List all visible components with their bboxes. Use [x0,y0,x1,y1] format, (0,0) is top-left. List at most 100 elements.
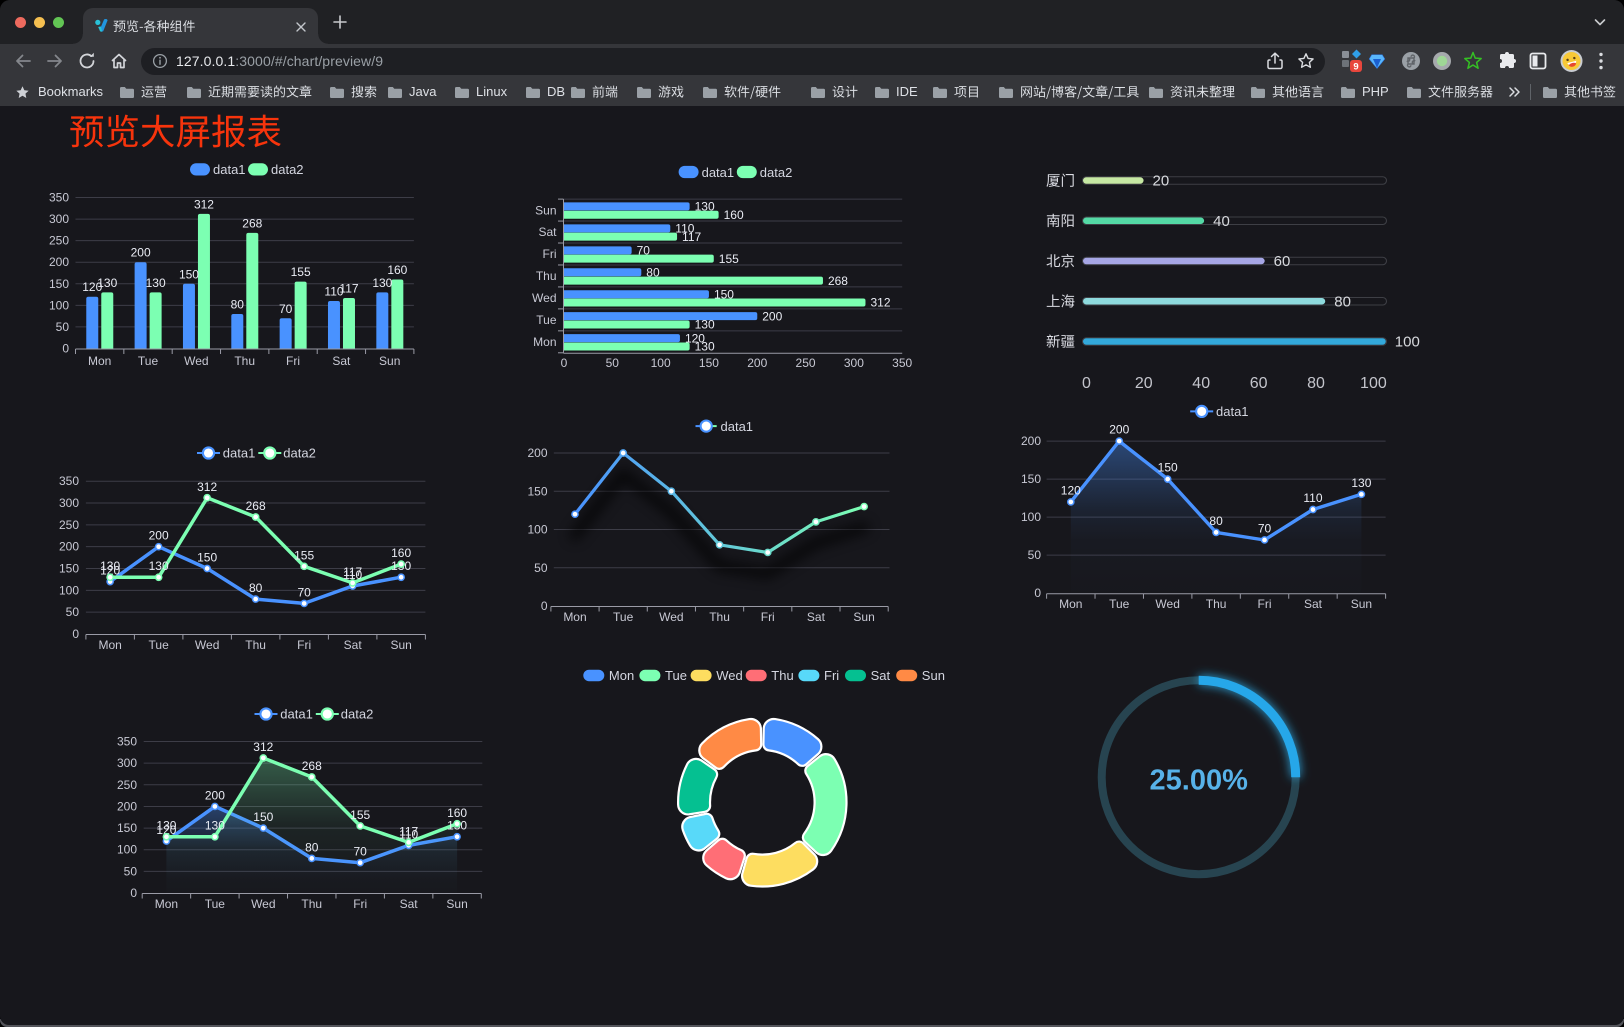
svg-text:200: 200 [117,799,137,813]
svg-text:Sun: Sun [853,610,874,624]
svg-text:350: 350 [59,474,79,488]
svg-text:100: 100 [1021,510,1041,524]
svg-text:50: 50 [56,320,70,334]
svg-text:117: 117 [682,230,701,244]
svg-text:200: 200 [59,540,79,554]
svg-text:70: 70 [279,302,293,316]
svg-text:120: 120 [82,280,102,294]
svg-text:200: 200 [149,529,169,543]
svg-text:data1: data1 [280,707,313,722]
svg-text:150: 150 [1021,472,1041,486]
svg-text:110: 110 [343,568,362,582]
svg-text:110: 110 [675,222,694,236]
svg-text:130: 130 [695,318,715,332]
svg-text:Sat: Sat [332,354,351,368]
svg-text:0: 0 [130,886,137,900]
svg-text:120: 120 [1061,483,1081,497]
svg-text:160: 160 [724,208,744,222]
svg-text:60: 60 [1250,375,1268,392]
svg-text:70: 70 [354,845,368,859]
svg-text:312: 312 [194,197,214,211]
svg-text:data1: data1 [223,446,256,461]
svg-text:Tue: Tue [1109,597,1130,611]
svg-text:70: 70 [637,244,651,258]
svg-text:Tue: Tue [205,897,226,911]
svg-text:250: 250 [796,356,816,370]
svg-text:Wed: Wed [716,668,743,683]
svg-text:70: 70 [297,585,311,599]
svg-text:Thu: Thu [234,354,255,368]
svg-text:80: 80 [1334,293,1351,310]
svg-text:50: 50 [124,864,138,878]
svg-text:155: 155 [719,252,739,266]
svg-text:Mon: Mon [88,354,111,368]
svg-text:117: 117 [399,824,418,838]
svg-text:150: 150 [527,484,547,498]
svg-text:data2: data2 [283,446,316,461]
svg-text:312: 312 [253,740,273,754]
svg-text:100: 100 [59,583,79,597]
svg-text:150: 150 [1158,461,1178,475]
svg-text:110: 110 [399,827,418,841]
svg-text:data2: data2 [760,165,793,180]
svg-text:Sun: Sun [535,203,556,217]
svg-text:200: 200 [205,788,225,802]
svg-text:Thu: Thu [536,269,557,283]
svg-text:Sun: Sun [446,897,467,911]
svg-text:80: 80 [1209,514,1223,528]
svg-text:120: 120 [100,564,120,578]
svg-text:40: 40 [1213,213,1230,230]
svg-text:120: 120 [685,331,705,345]
svg-text:Tue: Tue [149,638,170,652]
svg-text:Mon: Mon [98,638,121,652]
svg-text:Mon: Mon [155,897,178,911]
svg-text:160: 160 [391,546,411,560]
svg-text:data1: data1 [721,419,754,434]
svg-text:150: 150 [714,287,734,301]
svg-text:data1: data1 [702,165,735,180]
svg-text:Tue: Tue [613,610,634,624]
svg-text:300: 300 [844,356,864,370]
svg-text:150: 150 [49,277,69,291]
svg-text:130: 130 [149,559,169,573]
svg-text:250: 250 [117,778,137,792]
svg-text:data2: data2 [271,162,304,177]
svg-text:Thu: Thu [1206,597,1227,611]
svg-text:117: 117 [339,282,358,296]
svg-text:160: 160 [387,263,407,277]
svg-text:350: 350 [892,356,912,370]
svg-text:130: 130 [97,276,117,290]
svg-text:155: 155 [294,548,314,562]
svg-text:Thu: Thu [301,897,322,911]
svg-text:150: 150 [179,267,199,281]
svg-text:data1: data1 [1216,404,1249,419]
svg-text:110: 110 [324,285,343,299]
svg-text:200: 200 [762,309,782,323]
svg-text:Mon: Mon [1059,597,1082,611]
svg-text:120: 120 [156,823,176,837]
svg-text:Fri: Fri [824,668,839,683]
svg-text:100: 100 [651,356,671,370]
svg-text:100: 100 [1395,334,1420,351]
svg-text:Sat: Sat [538,225,557,239]
svg-text:268: 268 [828,274,848,288]
svg-text:Wed: Wed [659,610,683,624]
svg-text:Sun: Sun [379,354,400,368]
svg-text:312: 312 [197,480,217,494]
svg-text:250: 250 [59,518,79,532]
svg-text:100: 100 [1360,375,1387,392]
svg-text:Mon: Mon [533,335,556,349]
svg-text:300: 300 [59,496,79,510]
svg-text:Thu: Thu [709,610,730,624]
svg-text:80: 80 [646,265,660,279]
svg-text:0: 0 [1034,586,1041,600]
svg-text:data2: data2 [341,707,374,722]
svg-text:Sat: Sat [807,610,826,624]
svg-text:100: 100 [527,523,547,537]
svg-text:150: 150 [59,562,79,576]
svg-text:Sat: Sat [344,638,363,652]
svg-text:50: 50 [1028,548,1042,562]
svg-text:Fri: Fri [286,354,300,368]
svg-text:0: 0 [72,627,79,641]
svg-text:80: 80 [249,581,263,595]
